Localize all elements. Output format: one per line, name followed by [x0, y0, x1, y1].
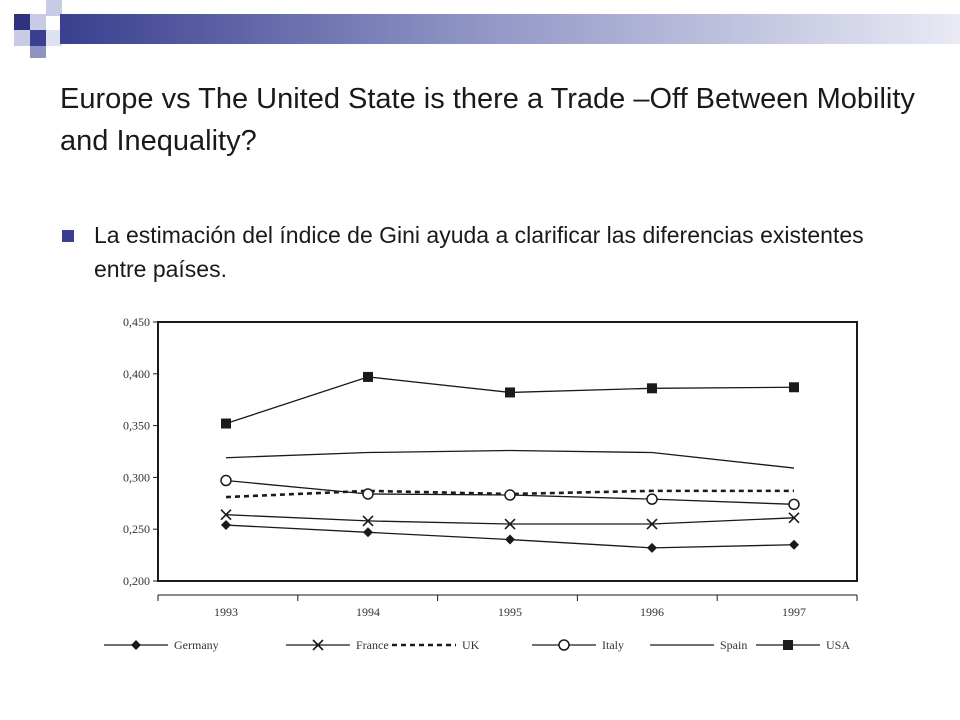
legend-marker-france [312, 639, 324, 651]
data-point-italy [788, 498, 800, 511]
legend-label-usa: USA [826, 638, 850, 652]
data-point-france [220, 509, 232, 521]
x-tick-label: 1996 [640, 605, 664, 619]
data-point-germany [789, 539, 799, 550]
legend-marker-italy [558, 639, 570, 651]
x-tick-label: 1994 [356, 605, 380, 619]
legend-label-germany: Germany [174, 638, 219, 652]
legend-marker-germany [131, 640, 141, 650]
data-point-france [504, 518, 516, 530]
x-tick-label: 1995 [498, 605, 522, 619]
data-point-italy [220, 474, 232, 487]
corner-square-mid [14, 30, 30, 46]
series-line-spain [225, 449, 795, 469]
data-point-germany [505, 534, 515, 545]
corner-square-light [30, 14, 46, 30]
corner-square-dark [14, 14, 30, 30]
header-gradient-bar [60, 14, 960, 44]
slide-title: Europe vs The United State is there a Tr… [60, 83, 915, 157]
data-point-germany [221, 520, 231, 531]
data-point-usa [363, 371, 373, 382]
x-tick-label: 1993 [214, 605, 238, 619]
corner-square-dark [30, 30, 46, 46]
data-point-italy [646, 493, 658, 505]
corner-square-light [46, 0, 62, 16]
data-point-france [646, 518, 658, 530]
data-point-usa [647, 383, 657, 394]
series-line-uk [225, 489, 794, 499]
legend-label-uk: UK [462, 638, 480, 652]
x-tick-label: 1997 [782, 605, 806, 619]
y-tick-label: 0,250 [123, 522, 150, 536]
plot-frame [157, 321, 858, 582]
data-point-france [362, 515, 374, 527]
data-point-italy [362, 488, 374, 500]
y-tick-label: 0,450 [123, 315, 150, 329]
y-tick-label: 0,350 [123, 419, 150, 433]
data-point-germany [647, 542, 657, 553]
data-point-italy [504, 489, 516, 501]
data-point-usa [789, 382, 799, 393]
bullet-text: La estimación del índice de Gini ayuda a… [94, 222, 864, 282]
legend-marker-usa [783, 640, 793, 650]
data-point-germany [363, 527, 373, 538]
series-line-france [225, 514, 795, 525]
y-tick-label: 0,400 [123, 367, 150, 381]
square-bullet-icon [62, 230, 74, 242]
legend-label-italy: Italy [602, 638, 624, 652]
corner-square-light [46, 30, 62, 46]
data-point-france [788, 512, 800, 524]
series-line-usa [225, 376, 795, 425]
legend-label-spain: Spain [720, 638, 747, 652]
data-point-usa [221, 418, 231, 429]
y-tick-label: 0,300 [123, 470, 150, 484]
corner-square-mid [30, 46, 46, 58]
gini-line-chart: 0,200 0,250 0,300 0,350 0,400 0,450 1993 1994 19… [104, 315, 858, 652]
legend-label-france: France [356, 638, 389, 652]
data-point-usa [505, 387, 515, 398]
y-tick-label: 0,200 [123, 574, 150, 588]
